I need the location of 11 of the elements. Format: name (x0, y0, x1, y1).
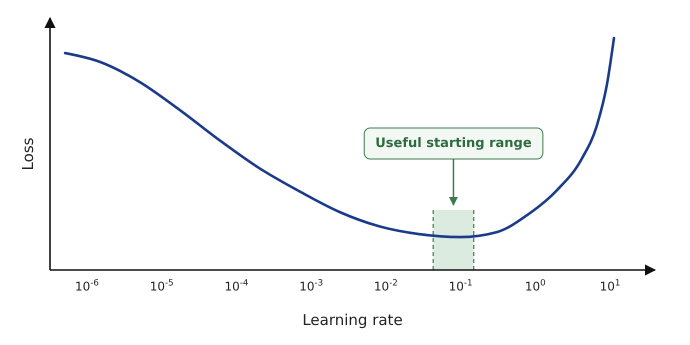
x-tick-label: 10$^{-2}$ (374, 278, 398, 294)
x-tick-label: 10$^{-3}$ (299, 278, 324, 294)
y-axis-title: Loss (19, 137, 37, 170)
x-tick-label: 10$^{-6}$ (75, 278, 99, 294)
x-tick-label: 10$^{-1}$ (448, 278, 473, 294)
x-tick-label: 10$^{-4}$ (224, 278, 248, 294)
band-label: Useful starting range (375, 136, 532, 151)
x-tick-label: 10$^{-5}$ (150, 278, 174, 294)
x-axis-title: Learning rate (302, 311, 403, 329)
x-tick-label: 10$^{1}$ (600, 278, 620, 294)
x-tick-label: 10$^{0}$ (524, 278, 546, 294)
